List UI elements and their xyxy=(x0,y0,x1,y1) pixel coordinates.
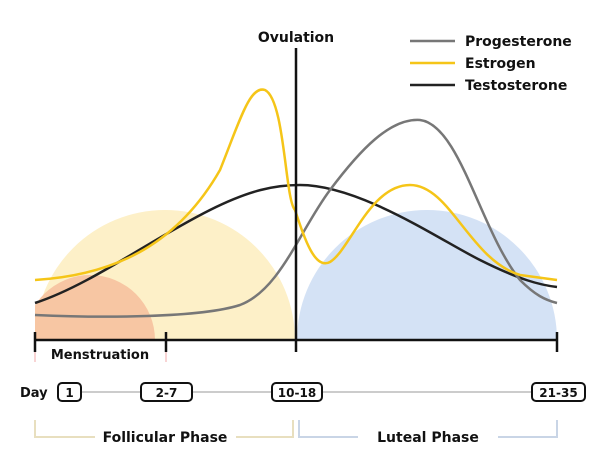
day-marker: 2-7 xyxy=(140,382,193,402)
follicular-phase-label: Follicular Phase xyxy=(103,430,228,446)
ovulation-label: Ovulation xyxy=(258,30,334,46)
legend: Progesterone Estrogen Testosterone xyxy=(410,34,572,94)
estrogen-curve xyxy=(34,88,558,282)
legend-testosterone: Testosterone xyxy=(465,78,567,94)
luteal-bracket xyxy=(298,420,558,438)
svg-text:10-18: 10-18 xyxy=(278,386,316,400)
luteal-area xyxy=(297,210,557,340)
follicular-bracket xyxy=(34,420,294,438)
day-marker: 21-35 xyxy=(531,382,586,402)
testosterone-curve xyxy=(34,183,558,305)
legend-estrogen: Estrogen xyxy=(465,56,536,72)
time-axis xyxy=(33,332,559,352)
day-marker: 1 xyxy=(57,382,82,402)
menstruation-label: Menstruation xyxy=(51,348,149,363)
day-marker: 10-18 xyxy=(271,382,323,402)
svg-text:1: 1 xyxy=(65,386,73,400)
svg-text:21-35: 21-35 xyxy=(539,386,577,400)
luteal-phase-label: Luteal Phase xyxy=(377,430,479,446)
day-label: Day xyxy=(20,386,48,401)
legend-progesterone: Progesterone xyxy=(465,34,572,50)
progesterone-curve xyxy=(34,118,558,318)
svg-text:2-7: 2-7 xyxy=(156,386,178,400)
